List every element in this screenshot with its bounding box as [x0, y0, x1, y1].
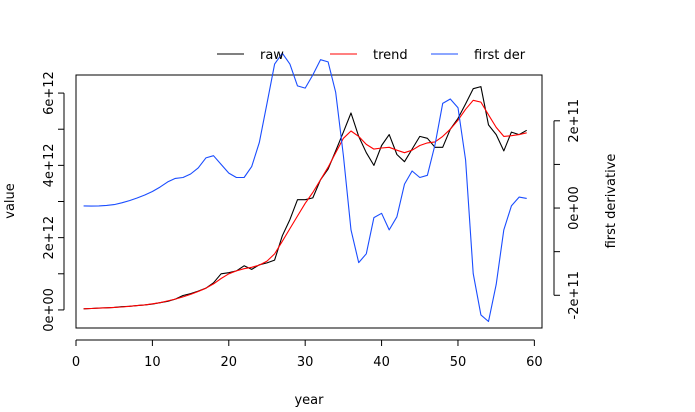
series-group	[83, 52, 527, 323]
y-tick-label: 6e+12	[42, 71, 57, 115]
x-tick-label: 60	[526, 355, 543, 370]
y-axis-right: -2e+11 0e+00 2e+11	[553, 99, 582, 319]
y-tick-label: 4e+12	[42, 143, 57, 187]
y2-tick-label: 0e+00	[567, 186, 582, 230]
legend: raw trend first der	[217, 48, 526, 63]
legend-label-raw: raw	[260, 48, 284, 63]
x-tick-label: 10	[144, 355, 161, 370]
y2-tick-label: 2e+11	[567, 99, 582, 143]
x-tick-label: 20	[221, 355, 238, 370]
y-tick-label: 0e+00	[42, 288, 57, 332]
x-tick-label: 50	[450, 355, 467, 370]
x-tick-label: 0	[72, 355, 80, 370]
series-line-first-der	[83, 52, 527, 323]
y-tick-label: 2e+12	[42, 216, 57, 260]
plot-frame	[75, 74, 543, 329]
y2-axis-title: first derivative	[604, 154, 619, 249]
x-axis: 0 10 20 30 40 50 60	[72, 339, 543, 370]
series-line-trend	[83, 99, 527, 310]
x-tick-label: 40	[373, 355, 390, 370]
legend-label-trend: trend	[373, 48, 408, 63]
y-axis-left: 0e+00 2e+12 4e+12 6e+12	[42, 71, 65, 332]
x-tick-label: 30	[297, 355, 314, 370]
y2-tick-label: -2e+11	[567, 271, 582, 319]
x-axis-title: year	[294, 393, 324, 408]
legend-label-first-der: first der	[474, 48, 526, 63]
y-axis-title: value	[3, 183, 18, 219]
